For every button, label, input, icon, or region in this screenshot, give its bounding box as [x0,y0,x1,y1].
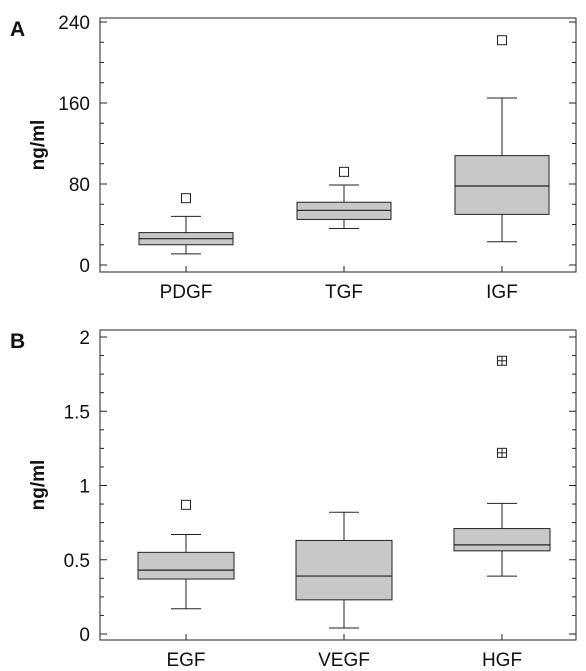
box-iqr [453,528,551,552]
y-tick-label: 80 [69,175,90,196]
box-iqr [137,551,235,580]
x-category-label: VEGF [318,650,370,671]
box-pdgf [138,193,234,255]
x-category-label: TGF [325,282,363,303]
x-category-label: PDGF [160,282,213,303]
y-axis-title: ng/ml [28,460,49,511]
box-vegf [295,511,393,629]
panel-a: Ang/ml 0 80 160 240 PDGF TGF IGF [10,13,577,303]
box-iqr [295,539,393,601]
box-tgf [296,166,392,230]
y-axis-title: ng/ml [28,120,49,171]
panel-b: Bng/ml 0 0.5 1 1.5 2 EGF VEGF HGF [10,328,577,671]
y-tick-label: 1.5 [64,402,90,423]
outlier-marker [181,499,191,510]
box-egf [137,499,235,610]
y-tick-label: 0 [79,625,90,646]
y-tick-label: 0 [79,256,90,277]
y-tick-label: 0.5 [64,551,90,572]
panel-label: A [10,18,25,41]
outlier-marker [497,35,507,46]
box-hgf [453,355,551,577]
box-iqr [454,155,550,215]
x-category-label: HGF [482,650,522,671]
y-tick-label: 240 [58,13,90,34]
x-category-label: IGF [486,282,518,303]
outlier-marker [339,166,349,177]
y-tick-label: 2 [79,328,90,349]
y-tick-label: 160 [58,94,90,115]
y-tick-label: 1 [79,477,90,498]
box-igf [454,35,550,243]
panel-label: B [10,330,25,353]
plot-frame [99,17,577,273]
outlier-marker [181,193,191,204]
x-category-label: EGF [166,650,205,671]
